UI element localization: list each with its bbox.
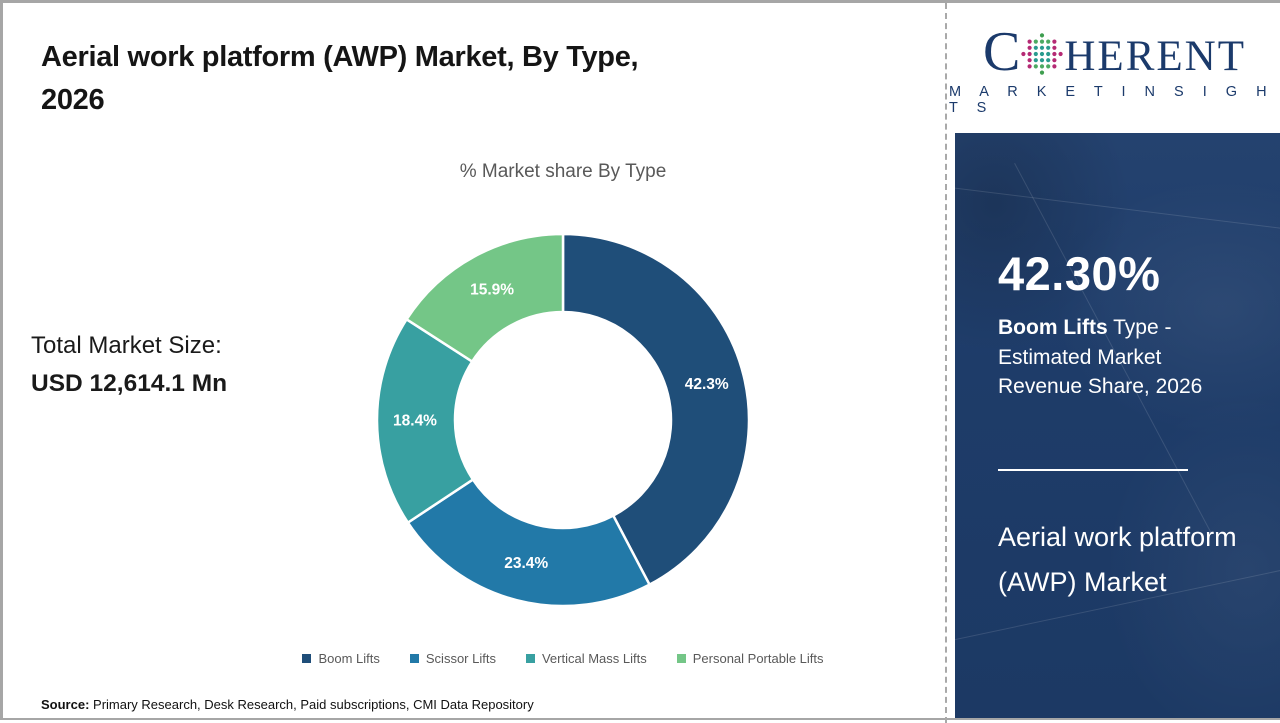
- logo-tagline: M A R K E T I N S I G H T S: [949, 83, 1275, 116]
- highlight-stat-rest: Type - Estimated Market Revenue Share, 2…: [998, 316, 1203, 398]
- logo-letter-c: C: [983, 20, 1021, 83]
- donut-slice-label: 23.4%: [504, 555, 548, 572]
- donut-slice-label: 18.4%: [393, 412, 437, 429]
- source-line: Source: Primary Research, Desk Research,…: [41, 697, 534, 712]
- donut-slice-label: 15.9%: [470, 282, 514, 299]
- legend-item-personal-portable-lifts: Personal Portable Lifts: [676, 651, 824, 666]
- page-title: Aerial work platform (AWP) Market, By Ty…: [41, 36, 639, 122]
- page-title-line2: 2026: [41, 84, 105, 116]
- legend-label: Scissor Lifts: [425, 651, 496, 666]
- legend-swatch: [676, 654, 686, 663]
- source-label: Source:: [41, 697, 90, 712]
- logo-area: C HERENT M A R K E T I N S I G H T S: [949, 3, 1280, 133]
- legend-label: Boom Lifts: [318, 651, 380, 666]
- panel-market-title: Aerial work platform (AWP) Market: [998, 521, 1237, 597]
- donut-slice-label: 42.3%: [685, 376, 729, 393]
- legend-swatch: [525, 654, 535, 663]
- legend-item-boom-lifts: Boom Lifts: [302, 651, 380, 666]
- side-panel-content: 42.30% Boom Lifts Type - Estimated Marke…: [955, 133, 1280, 605]
- highlight-stat-bold: Boom Lifts: [998, 316, 1108, 339]
- legend-label: Personal Portable Lifts: [692, 651, 824, 666]
- highlight-stat-value: 42.30%: [998, 247, 1161, 300]
- page-title-line1: Aerial work platform (AWP) Market, By Ty…: [41, 41, 639, 73]
- logo-wordmark: C HERENT: [983, 20, 1246, 83]
- legend-swatch: [409, 654, 419, 663]
- legend-item-vertical-mass-lifts: Vertical Mass Lifts: [525, 651, 647, 666]
- logo-globe-icon: [1021, 32, 1064, 75]
- legend-item-scissor-lifts: Scissor Lifts: [409, 651, 496, 666]
- dashed-divider: [945, 3, 947, 723]
- chart-subtitle: % Market share By Type: [459, 161, 667, 182]
- total-market-size-value: USD 12,614.1 Mn: [31, 370, 228, 397]
- chart-legend: Boom Lifts Scissor Lifts Vertical Mass Lif…: [233, 651, 893, 666]
- side-panel: 42.30% Boom Lifts Type - Estimated Marke…: [955, 133, 1280, 718]
- donut-chart: 42.3% 23.4% 18.4% 15.9%: [375, 232, 751, 608]
- donut-slice-boom-lifts: [561, 232, 751, 587]
- legend-swatch: [302, 654, 312, 663]
- source-text: Primary Research, Desk Research, Paid su…: [89, 697, 534, 712]
- total-market-size: Total Market Size: USD 12,614.1 Mn: [31, 327, 227, 403]
- panel-divider: [998, 468, 1188, 471]
- logo-word-rest: HERENT: [1064, 32, 1246, 80]
- total-market-size-label: Total Market Size:: [31, 332, 222, 359]
- donut-slice-personal-portable-lifts: [404, 232, 565, 364]
- donut-slice-scissor-lifts: [406, 477, 652, 608]
- legend-label: Vertical Mass Lifts: [541, 651, 647, 666]
- highlight-stat-description: Boom Lifts Type - Estimated Market Reven…: [998, 313, 1218, 402]
